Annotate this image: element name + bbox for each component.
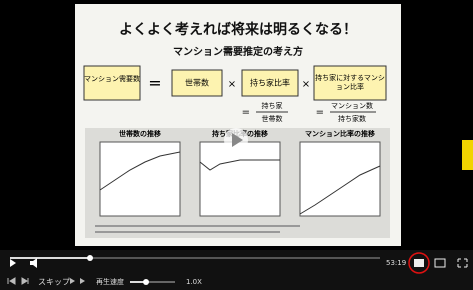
progress-thumb[interactable] [87,255,93,261]
formula-term: 持ち家比率 [250,78,290,88]
formula-box-text: マンション需要数 [84,66,140,100]
slide-subtitle: マンション需要推定の考え方 [173,45,303,58]
numerator: 持ち家 [262,101,283,110]
skip-label[interactable]: スキップ [38,278,70,287]
speed-thumb[interactable] [143,279,149,285]
equals: = [242,107,250,118]
equals: = [316,107,324,118]
equals: = [148,74,161,93]
chart-title: マンション比率の推移 [305,129,375,138]
chart-title: 世帯数の推移 [119,129,161,138]
denominator: 持ち家数 [338,114,366,123]
times: × [302,79,310,90]
formula-lhs: マンション需要数 [84,66,140,84]
times: × [228,79,236,90]
side-marker [462,140,473,170]
control-bar [0,250,473,290]
speed-value: 1.0X [186,278,202,286]
denominator: 世帯数 [262,114,283,123]
video-player: よくよく考えれば将来は明るくなる！ マンション需要推定の考え方 マンション需要数… [0,0,473,290]
time: 53:19 [386,259,406,267]
mini-chart [200,142,280,216]
formula-term: 世帯数 [185,78,209,88]
formula-term: 持ち家に対するマンション比率 [314,66,386,92]
numerator: マンション数 [331,101,373,110]
controls: 53:19 スキップ 再生速度 1.0X [0,250,473,290]
mini-chart [300,142,380,216]
formula-box-text: 持ち家に対するマンション比率 [314,66,386,100]
slide-title: よくよく考えれば将来は明るくなる！ [119,21,357,38]
mini-chart [100,142,180,216]
progress-played [10,257,90,259]
subtitle-button[interactable] [414,259,424,267]
speed-label: 再生速度 [96,277,124,286]
slide: よくよく考えれば将来は明るくなる！ マンション需要推定の考え方 マンション需要数… [75,4,401,246]
